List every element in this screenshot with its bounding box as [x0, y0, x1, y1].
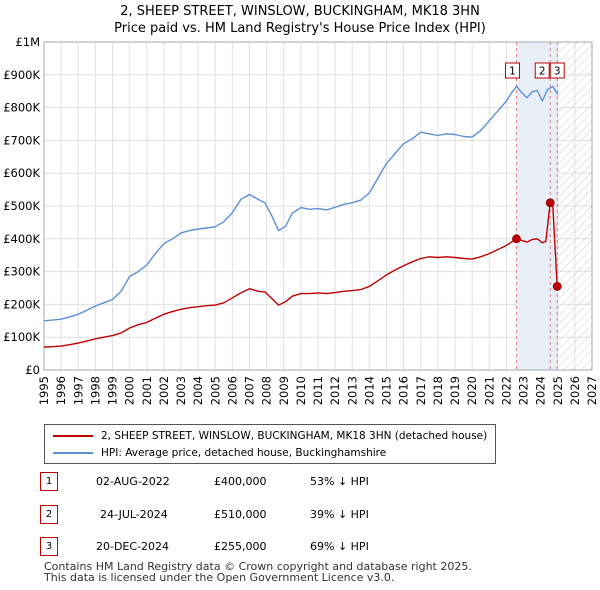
sale-label-text: 3	[554, 66, 561, 78]
sale-label-box	[504, 62, 520, 79]
x-tick-label: 2011	[311, 376, 325, 405]
legend-swatch-hpi	[53, 452, 93, 454]
y-tick-label: £0	[25, 363, 40, 377]
y-tick-label: £400K	[3, 232, 40, 246]
hpi-series-line	[43, 85, 559, 322]
x-tick-label: 2017	[414, 376, 428, 405]
x-tick-label: 2002	[157, 376, 171, 405]
y-tick-label: £700K	[3, 133, 40, 147]
legend-swatch-property	[53, 435, 93, 437]
x-tick-label: 2009	[277, 376, 291, 405]
price-chart: £0 £100K £200K £300K £400K £500K £600K £700K £80…	[3, 35, 599, 405]
x-tick-label: 2026	[568, 376, 582, 405]
property-series-line	[43, 201, 558, 348]
x-tick-label: 2020	[465, 376, 479, 405]
x-tick-label: 2015	[380, 376, 394, 405]
sale-hpi-diff: 39% ↓ HPI	[310, 508, 369, 521]
x-tick-label: 2005	[208, 376, 222, 405]
sale-point	[545, 198, 555, 208]
x-tick-label: 2012	[328, 376, 342, 405]
x-tick-label: 2023	[517, 376, 531, 405]
sale-hpi-diff: 53% ↓ HPI	[310, 475, 369, 488]
sale-label-box	[534, 62, 550, 79]
x-tick-label: 2004	[191, 376, 205, 405]
sale-hpi-diff: 69% ↓ HPI	[310, 540, 369, 553]
sale-date: 02-AUG-2022	[96, 475, 170, 488]
x-tick-label: 2013	[345, 376, 359, 405]
sale-label-box	[549, 62, 565, 79]
x-tick-label: 2000	[123, 376, 137, 405]
x-tick-label: 2010	[294, 376, 308, 405]
footer-copyright: Contains HM Land Registry data © Crown c…	[44, 560, 472, 573]
x-tick-label: 1998	[88, 376, 102, 405]
sale-point	[512, 234, 521, 244]
sale-number-badge: 1	[40, 472, 58, 491]
x-tick-label: 1999	[106, 376, 120, 405]
x-tick-label: 2006	[225, 376, 239, 405]
legend-label-property: 2, SHEEP STREET, WINSLOW, BUCKINGHAM, MK…	[101, 430, 488, 442]
y-tick-label: £1M	[15, 35, 40, 49]
sale-date: 24-JUL-2024	[100, 508, 168, 521]
y-tick-label: £100K	[3, 330, 40, 344]
legend-label-hpi: HPI: Average price, detached house, Buck…	[101, 447, 387, 459]
sale-date: 20-DEC-2024	[96, 540, 170, 553]
x-tick-label: 2018	[431, 376, 445, 405]
x-tick-label: 2024	[534, 376, 548, 405]
x-tick-label: 2021	[482, 376, 496, 405]
x-tick-label: 2003	[174, 376, 188, 405]
x-tick-label: 1995	[37, 376, 51, 405]
x-tick-label: 1997	[71, 376, 85, 405]
sale-point	[552, 281, 562, 291]
y-tick-label: £300K	[3, 265, 40, 279]
x-tick-label: 2016	[397, 376, 411, 405]
x-tick-label: 2014	[362, 376, 376, 405]
y-tick-label: £800K	[3, 101, 40, 115]
x-tick-label: 2007	[243, 376, 257, 405]
x-tick-label: 2027	[585, 376, 599, 405]
sale-label-text: 2	[539, 66, 546, 78]
legend: 2, SHEEP STREET, WINSLOW, BUCKINGHAM, MK…	[44, 424, 496, 464]
sale-label-text: 1	[509, 66, 516, 78]
x-tick-label: 2001	[140, 376, 154, 405]
footer-licence: This data is licensed under the Open Gov…	[44, 571, 395, 584]
plot-frame	[43, 41, 593, 371]
chart-title: 2, SHEEP STREET, WINSLOW, BUCKINGHAM, MK…	[120, 4, 480, 19]
x-tick-label: 2008	[260, 376, 274, 405]
sale-number-badge: 3	[40, 537, 58, 556]
chart-subtitle: Price paid vs. HM Land Registry's House …	[114, 21, 486, 36]
y-tick-label: £200K	[3, 297, 40, 311]
forecast-hatch	[557, 42, 592, 370]
y-tick-label: £500K	[3, 199, 40, 213]
y-tick-label: £900K	[3, 68, 40, 82]
sale-number-badge: 2	[40, 505, 58, 524]
x-tick-label: 2022	[499, 376, 513, 405]
sale-price: £510,000	[214, 508, 267, 521]
x-tick-label: 1996	[54, 376, 68, 405]
x-tick-label: 2019	[448, 376, 462, 405]
y-tick-label: £600K	[3, 166, 40, 180]
sale-price: £400,000	[214, 475, 267, 488]
sale-price: £255,000	[214, 540, 267, 553]
x-tick-label: 2025	[551, 376, 565, 405]
